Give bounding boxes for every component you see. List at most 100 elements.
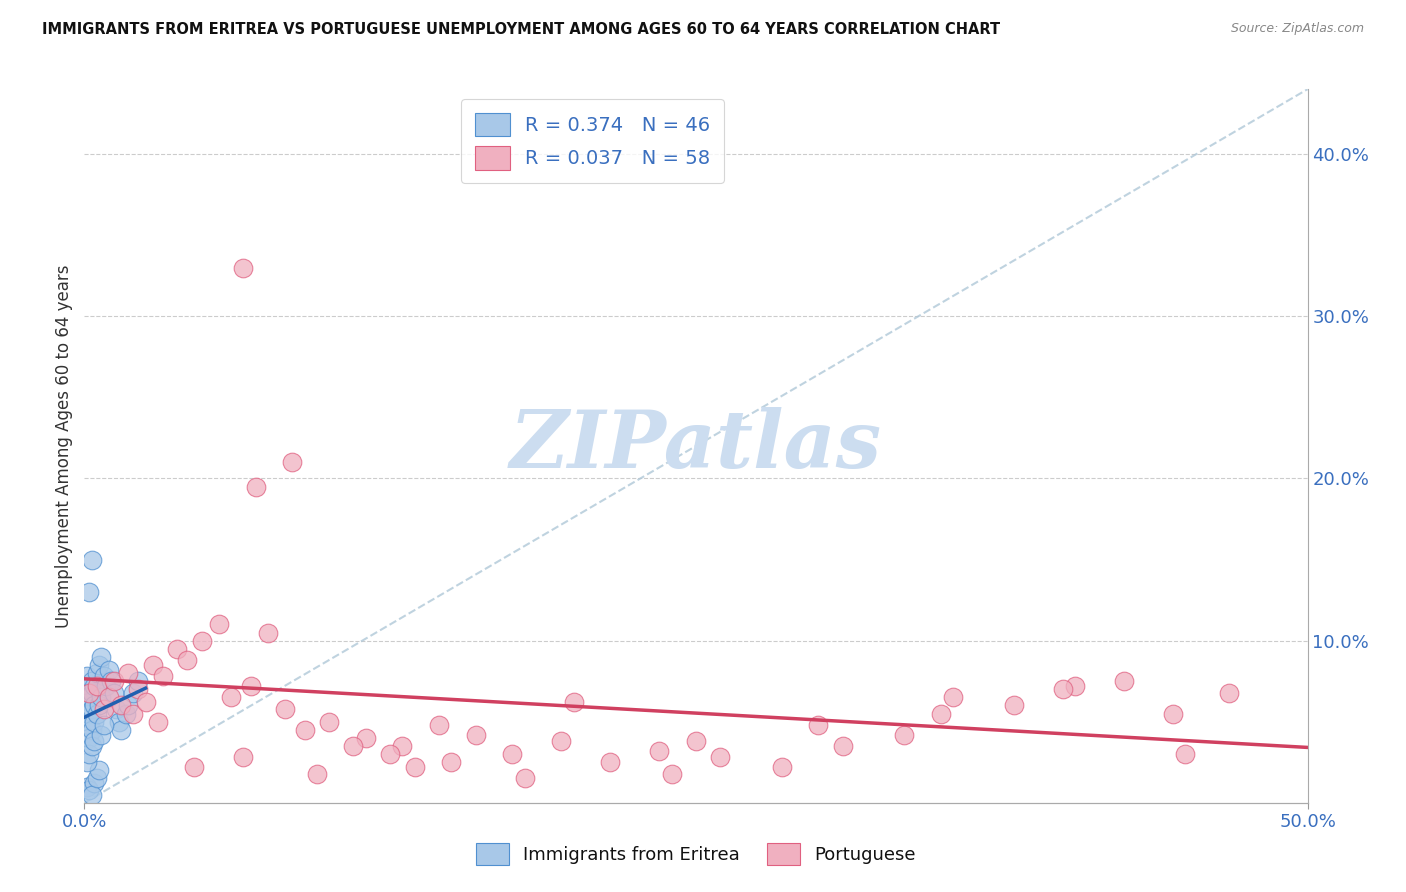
Point [77, 706, 100, 721]
Point [1218, 685, 1240, 699]
Point [245, 479, 267, 493]
Point [87, 698, 110, 713]
Point [1002, 698, 1025, 713]
Point [1114, 674, 1136, 689]
Point [274, 702, 297, 716]
Point [127, 682, 149, 697]
Point [83, 734, 105, 748]
Point [83, 698, 105, 713]
Point [76, 756, 98, 770]
Point [208, 617, 231, 632]
Point [661, 766, 683, 780]
Point [93, 669, 115, 683]
Point [440, 756, 463, 770]
Point [76, 780, 98, 794]
Point [103, 674, 125, 689]
Point [110, 723, 132, 737]
Point [427, 718, 450, 732]
Point [80, 739, 103, 753]
Point [80, 788, 103, 802]
Point [77, 718, 100, 732]
Point [83, 776, 105, 790]
Point [183, 760, 205, 774]
Point [80, 685, 103, 699]
Point [685, 734, 707, 748]
Point [142, 657, 165, 672]
Point [1161, 706, 1184, 721]
Point [404, 760, 426, 774]
Point [77, 747, 100, 761]
Point [83, 679, 105, 693]
Point [80, 702, 103, 716]
Point [83, 714, 105, 729]
Point [305, 766, 328, 780]
Point [77, 731, 100, 745]
Point [117, 666, 139, 681]
Point [87, 657, 110, 672]
Point [93, 718, 115, 732]
Point [86, 679, 108, 693]
Point [122, 685, 145, 699]
Point [502, 747, 524, 761]
Point [107, 714, 129, 729]
Point [77, 685, 100, 699]
Point [239, 679, 262, 693]
Point [709, 750, 731, 764]
Point [831, 739, 853, 753]
Point [86, 706, 108, 721]
Point [97, 663, 120, 677]
Point [90, 690, 112, 705]
Point [166, 641, 188, 656]
Point [1174, 747, 1197, 761]
Point [550, 734, 572, 748]
Point [257, 625, 280, 640]
Point [80, 552, 103, 566]
Point [219, 690, 242, 705]
Point [232, 260, 254, 275]
Point [464, 728, 486, 742]
Point [100, 674, 122, 689]
Point [294, 723, 316, 737]
Point [76, 690, 98, 705]
Point [96, 679, 118, 693]
Y-axis label: Unemployment Among Ages 60 to 64 years: Unemployment Among Ages 60 to 64 years [55, 264, 73, 628]
Point [86, 772, 108, 786]
Point [103, 685, 125, 699]
Point [770, 760, 793, 774]
Point [942, 690, 965, 705]
Point [93, 702, 115, 716]
Point [281, 455, 304, 469]
Point [648, 744, 671, 758]
Point [105, 702, 128, 716]
Point [380, 747, 402, 761]
Text: IMMIGRANTS FROM ERITREA VS PORTUGUESE UNEMPLOYMENT AMONG AGES 60 TO 64 YEARS COR: IMMIGRANTS FROM ERITREA VS PORTUGUESE UN… [42, 22, 1000, 37]
Point [87, 764, 110, 778]
Point [1052, 682, 1074, 697]
Point [146, 714, 169, 729]
Point [232, 750, 254, 764]
Point [90, 649, 112, 664]
Point [354, 731, 377, 745]
Point [77, 585, 100, 599]
Point [97, 690, 120, 705]
Point [77, 695, 100, 709]
Point [391, 739, 413, 753]
Point [191, 633, 214, 648]
Legend: Immigrants from Eritrea, Portuguese: Immigrants from Eritrea, Portuguese [470, 836, 922, 872]
Text: Source: ZipAtlas.com: Source: ZipAtlas.com [1230, 22, 1364, 36]
Point [115, 706, 138, 721]
Point [342, 739, 364, 753]
Point [90, 728, 112, 742]
Point [80, 674, 103, 689]
Point [86, 666, 108, 681]
Point [76, 682, 98, 697]
Point [80, 723, 103, 737]
Point [127, 674, 149, 689]
Point [1064, 679, 1087, 693]
Point [77, 782, 100, 797]
Point [318, 714, 340, 729]
Point [152, 669, 174, 683]
Point [117, 698, 139, 713]
Point [562, 695, 585, 709]
Point [135, 695, 157, 709]
